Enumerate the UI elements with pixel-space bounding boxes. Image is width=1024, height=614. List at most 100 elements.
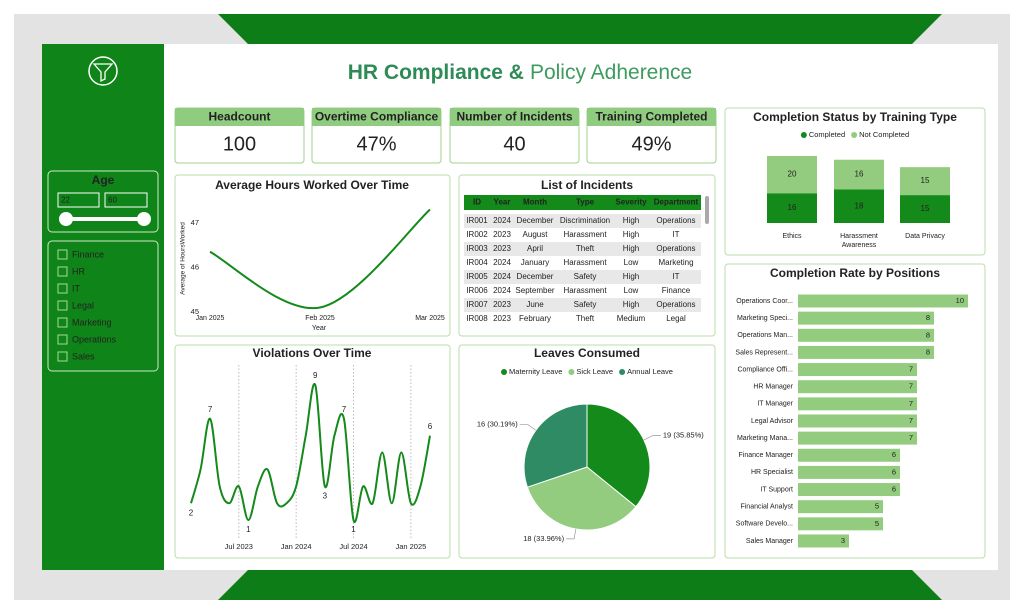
data-label: 15 [921,176,930,185]
leader-line [643,435,661,441]
table-cell: Operations [656,216,695,225]
checkbox[interactable] [57,283,68,294]
department-option[interactable]: HR [72,266,85,276]
department-option[interactable]: Finance [72,249,104,259]
kpi-value: 40 [503,133,525,155]
line-series [190,382,431,524]
kpi-header [587,108,716,126]
title-bold: HR Compliance & [348,61,524,84]
legend-label: Annual Leave [627,367,673,376]
department-option[interactable]: IT [72,283,81,293]
data-label: 2 [189,508,194,517]
legend-label: Sick Leave [576,367,613,376]
y-tick-label: 45 [191,307,199,316]
y-tick-label: IT Manager [757,401,793,408]
checkbox[interactable] [57,334,68,345]
age-max-input[interactable] [104,192,148,208]
filter-icon[interactable] [88,56,118,86]
x-tick-label: Feb 2025 [305,315,335,322]
incident-table: ID Year Month Type Severity Department IR001 20… [464,195,701,326]
table-cell: Harassment [563,286,607,295]
legend-marker [851,132,858,138]
data-label: 5 [875,519,879,528]
table-cell: Theft [576,244,595,253]
bar [798,465,900,479]
data-label: 16 [855,170,864,179]
column-header: Type [576,198,595,207]
pie-slice [523,403,588,488]
bar [798,380,917,394]
department-option[interactable]: Legal [72,300,94,310]
data-label: 16 (30.19%) [477,419,518,428]
data-label: 9 [313,371,318,380]
kpi-header [312,108,441,126]
y-tick-label: Operations Man... [737,332,793,339]
table-cell: Low [624,286,639,295]
checkbox[interactable] [57,300,68,311]
kpi-header [450,108,579,126]
data-label: 5 [875,502,879,511]
bar [798,534,849,548]
data-label: 7 [909,433,913,442]
x-tick-label: Jan 2024 [281,542,312,551]
table-row [464,270,701,284]
table-row [464,298,701,312]
chart-title: Completion Rate by Positions [770,266,940,280]
table-title: List of Incidents [541,178,633,192]
y-tick-label: 46 [191,262,199,271]
kpi-label: Headcount [208,110,270,124]
checkbox[interactable] [57,249,68,260]
table-cell: January [521,258,549,267]
bar [798,414,917,428]
checkbox[interactable] [57,266,68,277]
y-tick-label: Legal Advisor [751,418,794,425]
y-tick-label: 47 [191,218,199,227]
data-label: 7 [909,382,913,391]
table-cell: Discrimination [560,216,610,225]
data-label: 7 [909,416,913,425]
chart-title: Leaves Consumed [534,346,640,360]
legend-marker [619,369,626,375]
x-tick-label: Jan 2025 [395,542,426,551]
data-label: 18 [855,201,864,210]
scrollbar[interactable] [705,196,709,224]
table-cell: IR004 [466,258,488,267]
data-label: 8 [926,347,930,356]
kpi-header [175,108,304,126]
kpi-label: Overtime Compliance [315,110,439,124]
age-min-input[interactable] [57,192,100,208]
table-cell: Legal [666,314,686,323]
data-label: 7 [909,399,913,408]
data-label: 7 [909,365,913,374]
slider-handle[interactable] [59,212,73,226]
table-cell: February [519,314,551,323]
data-label: 1 [351,525,356,534]
table-cell: September [515,286,554,295]
department-option[interactable]: Operations [72,334,117,344]
department-option[interactable]: Marketing [72,317,112,327]
table-row [464,242,701,256]
y-tick-label: Compliance Offi... [737,366,793,373]
y-tick-label: Marketing Speci... [737,315,793,322]
slider-handle[interactable] [137,212,151,226]
department-option[interactable]: Sales [72,351,95,361]
leader-line [566,528,577,540]
table-cell: 2023 [493,300,511,309]
bar-segment [767,193,817,223]
data-label: 8 [926,330,930,339]
checkbox[interactable] [57,351,68,362]
data-label: 6 [428,422,433,431]
table-cell: December [517,272,554,281]
checkbox[interactable] [57,317,68,328]
x-tick-label: Data Privacy [905,233,945,240]
age-title: Age [92,173,115,187]
x-tick-label: Jul 2024 [339,542,367,551]
leader-line [519,424,537,431]
table-cell: August [523,230,549,239]
sidebar [42,44,164,570]
bar [798,294,968,308]
bar-segment [900,195,950,223]
chart-title: Completion Status by Training Type [753,110,957,124]
table-cell: IR008 [466,314,488,323]
y-tick-label: Financial Analyst [740,504,793,511]
